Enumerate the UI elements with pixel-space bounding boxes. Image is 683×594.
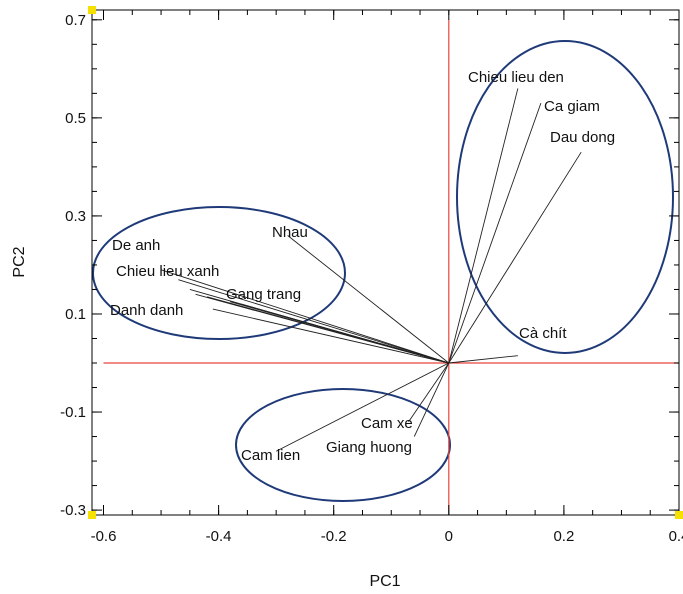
loading-vector xyxy=(413,362,450,437)
y-axis-ticks: -0.3 -0.1 0.1 0.3 0.5 0.7 xyxy=(60,12,679,519)
x-tick-label: -0.2 xyxy=(321,528,347,545)
vector-label: Gang trang xyxy=(226,286,301,303)
loading-vector xyxy=(448,103,542,364)
x-tick-label: 0.2 xyxy=(553,528,574,545)
y-axis-label: PC2 xyxy=(11,246,28,277)
corner-marker xyxy=(88,511,96,519)
y-tick-label: 0.7 xyxy=(65,12,86,29)
cluster-ellipses xyxy=(92,40,674,502)
plot-frame xyxy=(91,9,680,516)
vector-label: Dau dong xyxy=(550,129,615,146)
loading-vector xyxy=(448,151,582,364)
vector-label: Cam xe xyxy=(361,415,413,432)
vector-label: Chieu lieu den xyxy=(468,69,564,86)
y-tick-label: 0.3 xyxy=(65,208,86,225)
corner-marker xyxy=(675,511,683,519)
loading-vector xyxy=(212,308,449,364)
loading-vector xyxy=(287,235,450,364)
corner-marker xyxy=(88,6,96,14)
vector-label: Giang huong xyxy=(326,439,412,456)
vector-labels: Chieu lieu den Ca giam Dau dong Cà chít Nhau… xyxy=(110,69,615,464)
x-axis-ticks: -0.6 -0.4 -0.2 0 0.2 0.4 xyxy=(91,10,683,545)
y-tick-label: -0.1 xyxy=(60,404,86,421)
vector-label: Cà chít xyxy=(519,325,567,342)
loading-vector xyxy=(275,362,450,452)
y-tick-label: 0.1 xyxy=(65,306,86,323)
x-tick-label: -0.6 xyxy=(91,528,117,545)
vector-label: De anh xyxy=(112,237,160,254)
loading-vector xyxy=(448,88,519,364)
vector-label: Cam lien xyxy=(241,447,300,464)
vector-label: Ca giam xyxy=(544,98,600,115)
cluster-ellipse xyxy=(235,388,451,502)
loading-vectors xyxy=(160,88,582,452)
loading-vector xyxy=(195,293,449,364)
loading-vector xyxy=(178,279,449,364)
cluster-ellipse xyxy=(456,40,674,354)
vector-label: Danh danh xyxy=(110,302,183,319)
x-tick-label: 0.4 xyxy=(669,528,683,545)
x-tick-label: 0 xyxy=(445,528,453,545)
x-axis-label: PC1 xyxy=(369,573,400,590)
loading-vector xyxy=(160,269,449,364)
y-tick-label: 0.5 xyxy=(65,110,86,127)
loading-vector xyxy=(408,362,450,423)
x-tick-label: -0.4 xyxy=(206,528,232,545)
vector-label: Nhau xyxy=(272,224,308,241)
reference-lines xyxy=(103,19,679,511)
y-tick-label: -0.3 xyxy=(60,502,86,519)
loading-vector xyxy=(448,355,518,364)
cluster-ellipse xyxy=(92,206,346,340)
vector-label: Chieu lieu xanh xyxy=(116,263,219,280)
